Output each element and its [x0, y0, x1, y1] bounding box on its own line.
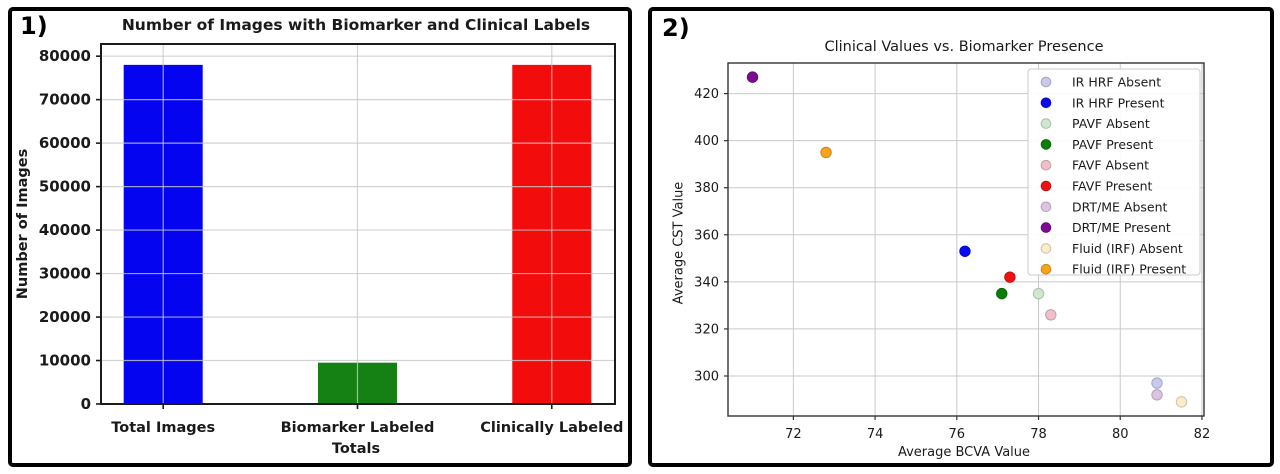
panel-1-number: 1): [20, 12, 48, 40]
svg-text:400: 400: [694, 134, 719, 149]
svg-text:74: 74: [867, 427, 884, 442]
bar-chart-x-axis-label: Totals: [331, 441, 381, 457]
svg-text:DRT/ME Absent: DRT/ME Absent: [1072, 199, 1168, 214]
svg-text:80: 80: [1112, 427, 1129, 442]
svg-text:70000: 70000: [39, 91, 91, 109]
scatter-chart-title: Clinical Values vs. Biomarker Presence: [824, 39, 1104, 55]
svg-text:FAVF Present: FAVF Present: [1072, 179, 1153, 194]
svg-text:76: 76: [949, 427, 966, 442]
scatter-chart-x-axis-label: Average BCVA Value: [897, 445, 1031, 460]
svg-text:30000: 30000: [39, 265, 91, 283]
svg-text:IR HRF Absent: IR HRF Absent: [1072, 75, 1161, 90]
svg-text:82: 82: [1194, 427, 1211, 442]
svg-text:10000: 10000: [39, 352, 91, 370]
svg-text:50000: 50000: [39, 178, 91, 196]
scatter-chart-plot: 72 74 76 78 80 82 300 320 340 360 380 400 420 IR HRF …: [694, 62, 1211, 442]
svg-text:0: 0: [81, 395, 91, 413]
svg-text:Fluid (IRF) Present: Fluid (IRF) Present: [1072, 262, 1186, 277]
svg-text:Clinically Labeled: Clinically Labeled: [480, 420, 623, 436]
scatter-chart-panel: 2) Clinical Values vs. Biomarker Presenc…: [648, 7, 1274, 467]
svg-text:PAVF Absent: PAVF Absent: [1072, 116, 1150, 131]
svg-text:PAVF Present: PAVF Present: [1072, 137, 1153, 152]
svg-text:FAVF Absent: FAVF Absent: [1072, 158, 1149, 173]
panel-2-number: 2): [662, 14, 690, 42]
svg-text:40000: 40000: [39, 221, 91, 239]
svg-text:300: 300: [694, 369, 719, 384]
svg-text:80000: 80000: [39, 47, 91, 65]
bar-chart-plot: 0 10000 20000 30000 40000 50000 60000 70000 8000…: [39, 43, 623, 436]
svg-text:72: 72: [785, 427, 802, 442]
svg-text:Fluid (IRF) Absent: Fluid (IRF) Absent: [1072, 241, 1183, 256]
svg-text:340: 340: [694, 275, 719, 290]
bar-chart-title: Number of Images with Biomarker and Clin…: [121, 16, 591, 34]
svg-text:380: 380: [694, 181, 719, 196]
svg-text:Total Images: Total Images: [111, 420, 215, 436]
svg-text:78: 78: [1030, 427, 1047, 442]
svg-text:20000: 20000: [39, 308, 91, 326]
bar-chart-panel: 1) Number of Images with Biomarker and C…: [8, 7, 632, 467]
svg-text:60000: 60000: [39, 134, 91, 152]
scatter-chart-y-axis-label: Average CST Value: [671, 181, 687, 305]
svg-text:Biomarker Labeled: Biomarker Labeled: [281, 420, 435, 436]
svg-text:IR HRF Present: IR HRF Present: [1072, 95, 1165, 110]
svg-text:320: 320: [694, 322, 719, 337]
svg-text:420: 420: [694, 87, 719, 102]
svg-text:360: 360: [694, 228, 719, 243]
bar-chart-y-axis-label: Number of Images: [15, 148, 31, 300]
svg-text:DRT/ME Present: DRT/ME Present: [1072, 220, 1171, 235]
